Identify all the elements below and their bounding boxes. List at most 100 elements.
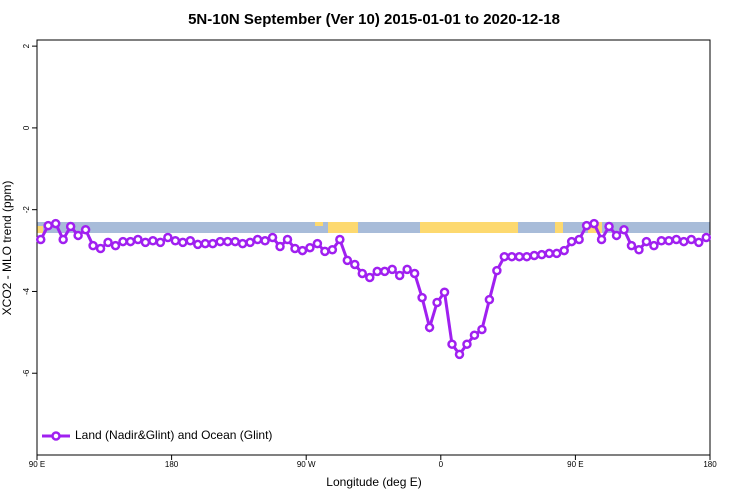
data-point [95, 243, 106, 254]
data-point [387, 264, 397, 275]
data-point [305, 242, 315, 253]
data-point [43, 220, 53, 231]
data-point [185, 236, 196, 246]
data-point [641, 236, 652, 247]
data-point [110, 240, 121, 251]
x-tick-label: 180 [703, 460, 717, 469]
ocean-band [37, 222, 710, 233]
data-point [604, 221, 614, 232]
data-point [492, 265, 502, 276]
data-point [275, 241, 285, 252]
data-point [402, 264, 412, 275]
data-point [350, 259, 360, 270]
data-point [282, 234, 293, 245]
data-point [679, 236, 689, 247]
data-point [222, 236, 233, 247]
data-point [619, 224, 629, 235]
data-point [58, 234, 68, 245]
data-point [551, 248, 562, 259]
x-tick-label: 90 W [297, 460, 316, 469]
x-tick-label: 180 [165, 460, 179, 469]
y-tick-label: -6 [22, 369, 31, 377]
data-point [245, 237, 255, 248]
data-point [178, 237, 188, 248]
plot-frame [36, 39, 711, 456]
data-point [215, 236, 225, 247]
data-point [193, 239, 203, 250]
data-point [50, 218, 61, 229]
x-tick-label: 90 E [567, 460, 583, 469]
data-point [163, 232, 173, 243]
data-point [320, 246, 330, 257]
data-point [671, 234, 682, 245]
data-point [447, 339, 457, 349]
data-point [514, 251, 525, 262]
data-point [103, 237, 113, 248]
data-point [424, 322, 435, 333]
data-point [394, 270, 405, 281]
data-point [207, 238, 218, 249]
data-point [462, 339, 472, 349]
data-point [170, 236, 181, 246]
data-point [409, 268, 420, 279]
data-point [559, 245, 569, 256]
data-point [357, 268, 368, 279]
x-tick-label: 0 [439, 460, 444, 469]
y-tick-label: 2 [22, 43, 31, 48]
data-point [686, 234, 697, 245]
y-tick-label: -4 [22, 287, 31, 295]
data-point [312, 238, 323, 249]
data-point [335, 234, 345, 245]
data-point [379, 266, 390, 277]
legend-marker [51, 431, 61, 441]
data-point [574, 234, 584, 245]
data-point [230, 236, 240, 247]
data-point [656, 236, 667, 246]
data-point [365, 272, 375, 283]
data-point [267, 232, 278, 243]
data-point [566, 236, 577, 247]
y-tick-label: -2 [22, 206, 31, 214]
land-patch [328, 222, 358, 233]
data-point [148, 236, 158, 246]
data-point [342, 255, 353, 266]
data-point [327, 244, 338, 255]
data-point [88, 240, 98, 251]
land-patch [420, 222, 518, 233]
data-point [200, 238, 210, 249]
data-point [469, 330, 480, 340]
data-point [372, 266, 382, 277]
land-patch [37, 226, 43, 233]
data-point [581, 220, 592, 231]
data-point [499, 251, 510, 262]
data-point [140, 237, 151, 248]
land-patch [315, 222, 323, 226]
data-point [634, 244, 644, 255]
x-tick-label: 90 E [29, 460, 45, 469]
data-point [80, 224, 91, 235]
data-point [73, 230, 83, 241]
data-point [529, 250, 540, 261]
data-point [290, 243, 300, 254]
data-point [701, 232, 712, 243]
data-point [454, 349, 465, 360]
data-point [507, 251, 517, 262]
data-point [118, 236, 128, 247]
y-axis-label: XCO2 - MLO trend (ppm) [0, 181, 14, 316]
data-point [133, 234, 143, 245]
data-point [544, 248, 554, 259]
data-point [65, 221, 76, 232]
data-point [477, 324, 487, 335]
data-point [252, 234, 263, 245]
data-point [522, 251, 532, 262]
land-patch [555, 222, 563, 233]
data-point [155, 237, 166, 248]
data-point [626, 240, 637, 251]
x-axis-label: Longitude (deg E) [326, 475, 421, 489]
legend-label: Land (Nadir&Glint) and Ocean (Glint) [75, 428, 272, 442]
data-point [664, 236, 674, 246]
data-point [35, 234, 46, 245]
data-point [611, 230, 622, 241]
